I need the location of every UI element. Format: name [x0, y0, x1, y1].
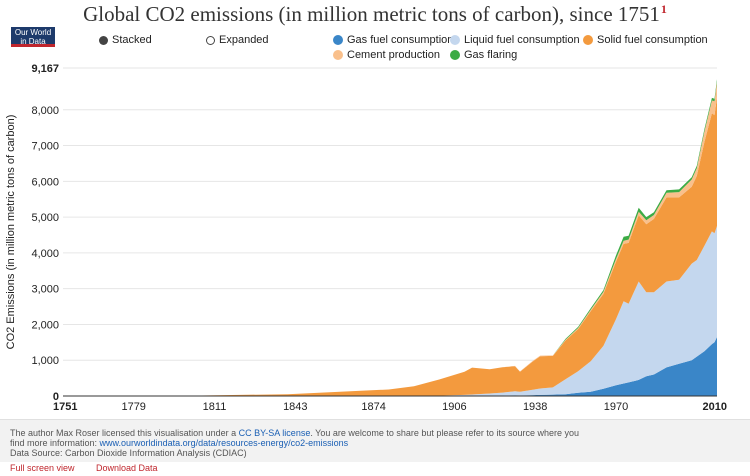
footer-text: . You are welcome to share but please re…: [310, 428, 579, 438]
footer-text: find more information:: [10, 438, 100, 448]
license-link[interactable]: CC BY-SA license: [238, 428, 311, 438]
expanded-radio[interactable]: Expanded: [206, 34, 269, 46]
legend-label: Liquid fuel consumption: [464, 34, 580, 46]
legend-label: Gas flaring: [464, 49, 518, 61]
y-tick-label: 8,000: [31, 105, 59, 117]
logo-line-2: in Data: [20, 37, 46, 46]
y-tick-label: 3,000: [31, 284, 59, 296]
legend-label: Solid fuel consumption: [597, 34, 708, 46]
radio-empty-icon: [206, 35, 215, 45]
source-link[interactable]: www.ourworldindata.org/data/resources-en…: [99, 438, 349, 448]
x-tick-label: 1970: [604, 401, 628, 413]
expanded-label: Expanded: [219, 34, 269, 46]
legend-liquid-fuel[interactable]: Liquid fuel consumption: [450, 34, 580, 46]
legend-solid-fuel[interactable]: Solid fuel consumption: [583, 34, 708, 46]
legend-gas-fuel[interactable]: Gas fuel consumption: [333, 34, 453, 46]
legend-dot-icon: [450, 35, 460, 45]
x-tick-label: 1874: [361, 401, 385, 413]
y-axis-label: CO2 Emissions (in million metric tons of…: [5, 115, 17, 350]
title-footnote-marker[interactable]: 1: [660, 2, 667, 16]
y-tick-label: 7,000: [31, 141, 59, 153]
legend-dot-icon: [583, 35, 593, 45]
our-world-in-data-logo[interactable]: Our World in Data: [11, 27, 55, 47]
chart-title: Global CO2 emissions (in million metric …: [0, 2, 750, 27]
stacked-area-chart: 0 1,000 2,000 3,000 4,000 5,000 6,000 7,000 8,00…: [5, 63, 727, 413]
y-tick-label: 0: [53, 391, 59, 403]
y-tick-label: 9,167: [31, 63, 59, 75]
area-series-0: [63, 337, 717, 396]
footer-source-line: find more information: www.ourworldindat…: [10, 438, 348, 448]
full-screen-link[interactable]: Full screen view: [10, 463, 75, 473]
legend-dot-icon: [333, 50, 343, 60]
y-tick-label: 4,000: [31, 248, 59, 260]
chart-title-text: Global CO2 emissions (in million metric …: [83, 2, 660, 26]
data-source-text: Data Source: Carbon Dioxide Information …: [10, 448, 247, 458]
stacked-radio[interactable]: Stacked: [99, 34, 152, 46]
footer: The author Max Roser licensed this visua…: [0, 419, 750, 462]
x-tick-label: 2010: [703, 401, 727, 413]
footer-text: The author Max Roser licensed this visua…: [10, 428, 239, 438]
y-tick-label: 2,000: [31, 319, 59, 331]
legend-label: Cement production: [347, 49, 440, 61]
legend-label: Gas fuel consumption: [347, 34, 454, 46]
y-tick-label: 6,000: [31, 176, 59, 188]
legend-dot-icon: [450, 50, 460, 60]
x-tick-label: 1811: [203, 401, 227, 413]
x-tick-label: 1906: [442, 401, 466, 413]
legend-dot-icon: [333, 35, 343, 45]
x-tick-label: 1779: [121, 401, 145, 413]
x-tick-label: 1751: [53, 401, 77, 413]
y-tick-label: 1,000: [31, 355, 59, 367]
footer-license-line: The author Max Roser licensed this visua…: [10, 428, 579, 438]
legend-cement[interactable]: Cement production: [333, 49, 440, 61]
logo-line-1: Our World: [14, 28, 52, 37]
radio-filled-icon: [99, 35, 108, 45]
download-data-link[interactable]: Download Data: [96, 463, 158, 473]
legend-gas-flaring[interactable]: Gas flaring: [450, 49, 517, 61]
stacked-label: Stacked: [112, 34, 152, 46]
x-tick-label: 1843: [283, 401, 307, 413]
x-tick-label: 1938: [523, 401, 547, 413]
y-tick-label: 5,000: [31, 212, 59, 224]
